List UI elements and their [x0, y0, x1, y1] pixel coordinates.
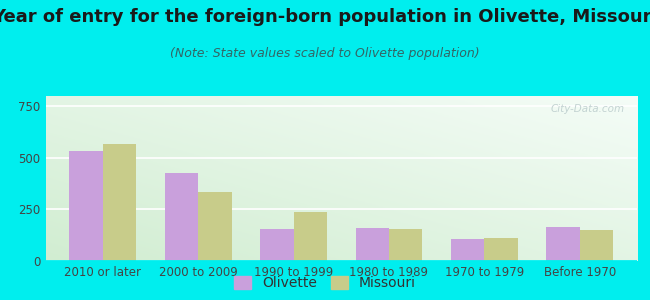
- Bar: [70, 151, 103, 261]
- Bar: [580, 230, 613, 261]
- Bar: [294, 212, 327, 261]
- Bar: [484, 238, 518, 261]
- Bar: [198, 192, 231, 261]
- Legend: Olivette, Missouri: Olivette, Missouri: [231, 274, 419, 293]
- Bar: [356, 228, 389, 261]
- Bar: [103, 145, 136, 261]
- Bar: [547, 227, 580, 261]
- Bar: [260, 229, 294, 261]
- Text: (Note: State values scaled to Olivette population): (Note: State values scaled to Olivette p…: [170, 46, 480, 59]
- Bar: [451, 239, 484, 261]
- Text: City-Data.com: City-Data.com: [551, 104, 625, 114]
- Bar: [389, 229, 422, 261]
- Text: Year of entry for the foreign-born population in Olivette, Missouri: Year of entry for the foreign-born popul…: [0, 8, 650, 26]
- Bar: [164, 173, 198, 261]
